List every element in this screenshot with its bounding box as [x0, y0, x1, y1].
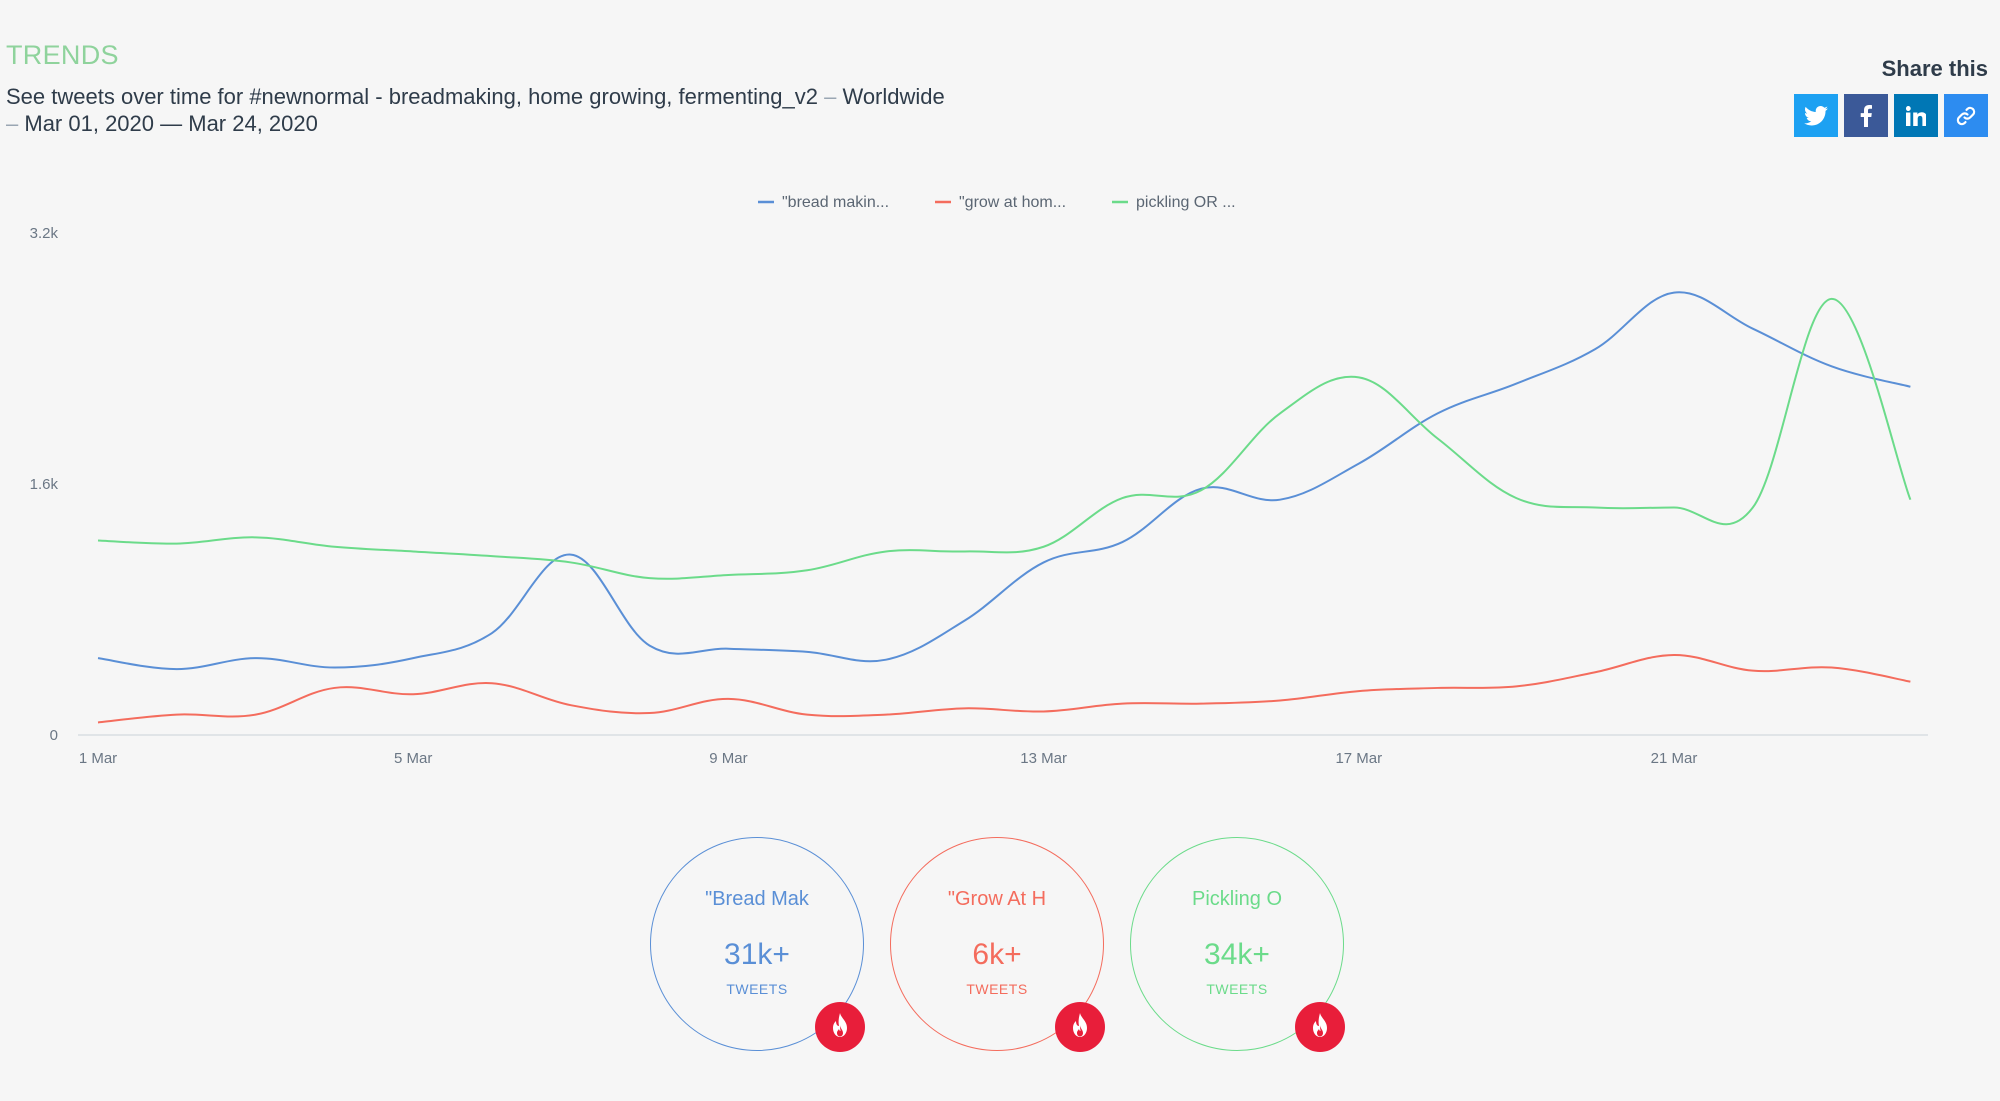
- legend-label: pickling OR ...: [1136, 194, 1236, 211]
- subtitle: See tweets over time for #newnormal - br…: [6, 83, 1006, 137]
- trending-badge: [815, 1002, 865, 1052]
- link-icon: [1956, 106, 1976, 125]
- flame-icon: [1313, 1013, 1327, 1037]
- twitter-icon: [1804, 105, 1828, 125]
- kpi-label: Pickling O: [1191, 888, 1283, 910]
- legend-label: "bread makin...: [782, 194, 889, 211]
- share-buttons: [1794, 94, 1988, 137]
- y-tick-label: 1.6k: [30, 476, 59, 493]
- header: TRENDS See tweets over time for #newnorm…: [6, 40, 1006, 137]
- series-line: [97, 653, 1911, 724]
- flame-icon: [1073, 1013, 1087, 1037]
- kpi-summary: "Bread Mak 31k+ TWEETS "Grow At H 6k+ TW…: [650, 837, 1350, 1057]
- flame-icon: [833, 1013, 847, 1037]
- page-title: TRENDS: [6, 40, 119, 70]
- facebook-icon: [1860, 104, 1872, 127]
- x-tick-label: 13 Mar: [1020, 750, 1067, 767]
- x-tick-label: 17 Mar: [1335, 750, 1382, 767]
- kpi-grow-at-home[interactable]: "Grow At H 6k+ TWEETS: [890, 837, 1105, 1052]
- linkedin-icon: [1906, 105, 1926, 126]
- x-tick-label: 9 Mar: [709, 750, 747, 767]
- subtitle-query: See tweets over time for #newnormal - br…: [6, 84, 818, 109]
- subtitle-separator: –: [824, 84, 837, 109]
- kpi-bread-making[interactable]: "Bread Mak 31k+ TWEETS: [650, 837, 865, 1052]
- subtitle-separator: –: [6, 111, 19, 136]
- kpi-value: 34k+: [1204, 938, 1270, 971]
- line-chart: 0 1.6k 3.2k 1 Mar 5 Mar 9 Mar 13 Mar 17 Mar 21 M…: [30, 194, 1928, 767]
- facebook-share-button[interactable]: [1844, 94, 1888, 137]
- x-tick-label: 1 Mar: [79, 750, 117, 767]
- kpi-pickling[interactable]: Pickling O 34k+ TWEETS: [1130, 837, 1345, 1052]
- kpi-unit: TWEETS: [966, 981, 1028, 997]
- kpi-label: "Grow At H: [947, 888, 1047, 910]
- kpi-value: 31k+: [724, 938, 790, 971]
- kpi-unit: TWEETS: [726, 981, 788, 997]
- share-label: Share this: [1881, 56, 1988, 81]
- linkedin-share-button[interactable]: [1894, 94, 1938, 137]
- series-line: [97, 297, 1912, 580]
- x-tick-label: 5 Mar: [394, 750, 432, 767]
- trending-badge: [1055, 1002, 1105, 1052]
- legend-label: "grow at hom...: [959, 194, 1066, 211]
- subtitle-date-range: Mar 01, 2020 — Mar 24, 2020: [24, 111, 318, 136]
- share-panel: Share this: [1794, 56, 1988, 137]
- subtitle-region: Worldwide: [842, 84, 945, 109]
- y-tick-label: 0: [50, 727, 58, 744]
- kpi-value: 6k+: [972, 938, 1022, 971]
- copy-link-button[interactable]: [1944, 94, 1988, 137]
- kpi-unit: TWEETS: [1206, 981, 1268, 997]
- y-tick-label: 3.2k: [30, 225, 59, 242]
- twitter-share-button[interactable]: [1794, 94, 1838, 137]
- series-line: [97, 291, 1911, 671]
- kpi-label: "Bread Mak: [705, 888, 809, 910]
- x-tick-label: 21 Mar: [1651, 750, 1698, 767]
- trend-chart: 0 1.6k 3.2k 1 Mar 5 Mar 9 Mar 13 Mar 17 Mar 21 M…: [0, 180, 2000, 780]
- trending-badge: [1295, 1002, 1345, 1052]
